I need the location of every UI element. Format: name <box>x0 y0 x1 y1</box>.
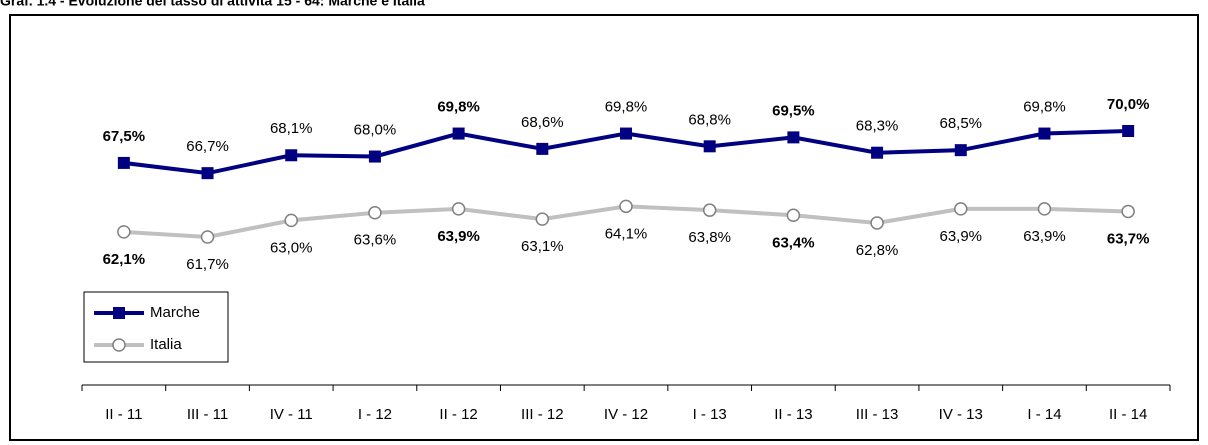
data-label: 69,8% <box>437 99 480 116</box>
marker <box>1038 127 1051 140</box>
marker <box>786 208 801 223</box>
legend-label: Marche <box>150 304 200 321</box>
data-label: 63,9% <box>1023 228 1066 245</box>
marker <box>201 167 214 180</box>
marker <box>954 202 968 216</box>
legend-label: Italia <box>150 336 182 353</box>
marker <box>702 203 717 217</box>
x-tick-label: IV - 13 <box>939 406 983 423</box>
data-label: 63,1% <box>521 238 564 255</box>
marker <box>871 146 884 159</box>
data-label: 68,1% <box>270 120 313 137</box>
data-label: 63,9% <box>437 228 480 245</box>
legend-marker <box>113 307 125 319</box>
marker <box>1122 125 1135 137</box>
data-label: 69,8% <box>1023 99 1066 116</box>
marker <box>620 127 632 140</box>
marker <box>1121 204 1135 219</box>
legend-marker <box>112 338 126 352</box>
marker <box>619 199 633 214</box>
x-tick-label: II - 13 <box>774 406 812 423</box>
x-tick-label: II - 11 <box>105 406 142 423</box>
data-label: 68,0% <box>354 122 397 139</box>
data-label: 63,0% <box>270 239 313 256</box>
data-label: 63,8% <box>688 229 731 246</box>
chart-title: Graf. 1.4 - Evoluzione del tasso di atti… <box>0 0 425 9</box>
x-tick-label: I - 13 <box>693 406 727 423</box>
x-tick-label: IV - 11 <box>270 406 313 423</box>
legend-box <box>83 291 229 363</box>
x-tick-label: III - 12 <box>521 406 564 423</box>
chart-frame <box>9 14 1199 441</box>
marker <box>870 216 884 230</box>
marker <box>1037 202 1052 216</box>
data-label: 69,8% <box>605 99 648 116</box>
x-tick-label: II - 12 <box>439 406 477 423</box>
x-tick-label: II - 14 <box>1109 406 1147 423</box>
marker <box>284 213 298 228</box>
marker <box>117 156 130 169</box>
x-tick-label: IV - 12 <box>604 406 648 423</box>
x-tick-label: I - 12 <box>358 406 392 423</box>
data-label: 68,3% <box>856 118 899 135</box>
marker <box>200 230 215 244</box>
marker <box>285 149 298 162</box>
data-label: 63,9% <box>939 228 982 245</box>
data-label: 68,5% <box>939 115 982 132</box>
marker <box>368 150 381 163</box>
data-label: 63,6% <box>354 232 397 249</box>
data-label: 63,4% <box>772 234 815 251</box>
x-tick-label: I - 14 <box>1027 406 1061 423</box>
marker <box>703 140 716 153</box>
marker <box>117 225 131 239</box>
marker <box>451 202 466 216</box>
marker <box>368 205 382 220</box>
data-label: 63,7% <box>1107 230 1150 247</box>
data-label: 68,8% <box>688 111 731 128</box>
data-label: 69,5% <box>772 102 815 119</box>
data-label: 68,6% <box>521 114 564 131</box>
data-label: 67,5% <box>103 128 146 145</box>
marker <box>535 212 550 226</box>
data-label: 62,1% <box>103 251 146 268</box>
marker <box>954 144 967 157</box>
x-tick-label: III - 13 <box>856 406 899 423</box>
data-label: 61,7% <box>186 256 229 273</box>
data-label: 64,1% <box>605 225 648 242</box>
x-tick-label: III - 11 <box>187 406 228 423</box>
data-label: 62,8% <box>856 242 899 259</box>
marker <box>536 142 549 155</box>
data-label: 66,7% <box>186 138 229 155</box>
data-label: 70,0% <box>1107 96 1150 113</box>
marker <box>787 131 800 144</box>
marker <box>452 127 465 140</box>
